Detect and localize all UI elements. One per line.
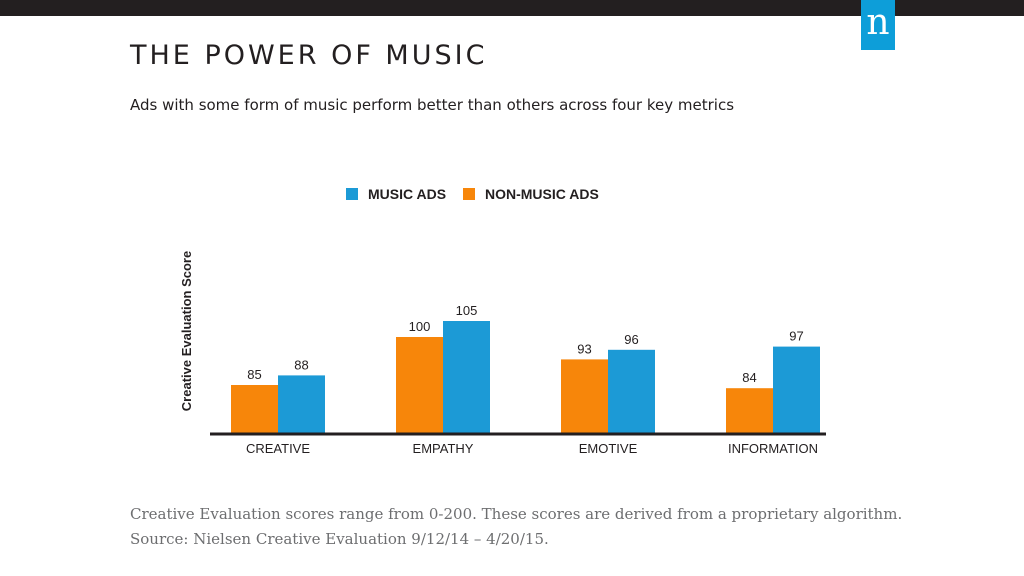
x-tick-label-emotive: EMOTIVE xyxy=(579,441,638,456)
bar-information-non-music xyxy=(726,388,773,433)
bar-emotive-music xyxy=(608,349,655,433)
page-title: THE POWER OF MUSIC xyxy=(130,40,488,71)
data-label-emotive-non-music: 93 xyxy=(577,341,591,356)
bar-empathy-music xyxy=(443,321,490,433)
legend-swatch-music xyxy=(346,188,358,200)
data-label-creative-music: 88 xyxy=(294,357,308,372)
footer-line-2: Source: Nielsen Creative Evaluation 9/12… xyxy=(130,530,549,548)
page-subtitle: Ads with some form of music perform bett… xyxy=(130,96,735,114)
bar-information-music xyxy=(773,346,820,433)
data-label-empathy-non-music: 100 xyxy=(409,319,431,334)
data-label-information-music: 97 xyxy=(789,329,803,344)
legend-label-music: MUSIC ADS xyxy=(368,186,446,202)
legend-swatch-non-music xyxy=(463,188,475,200)
x-tick-label-creative: CREATIVE xyxy=(246,441,310,456)
x-tick-label-information: INFORMATION xyxy=(728,441,818,456)
bar-emotive-non-music xyxy=(561,359,608,433)
bar-empathy-non-music xyxy=(396,337,443,433)
y-axis-label: Creative Evaluation Score xyxy=(179,251,194,411)
legend-label-non-music: NON-MUSIC ADS xyxy=(485,186,599,202)
data-label-information-non-music: 84 xyxy=(742,370,756,385)
x-tick-label-empathy: EMPATHY xyxy=(413,441,474,456)
footer-line-1: Creative Evaluation scores range from 0-… xyxy=(130,505,903,523)
data-label-empathy-music: 105 xyxy=(456,303,478,318)
footer-note: Creative Evaluation scores range from 0-… xyxy=(130,502,902,552)
nielsen-logo: n xyxy=(861,0,895,50)
top-bar xyxy=(0,0,1024,16)
data-label-emotive-music: 96 xyxy=(624,332,638,347)
bar-creative-non-music xyxy=(231,385,278,433)
bar-creative-music xyxy=(278,375,325,433)
data-label-creative-non-music: 85 xyxy=(247,367,261,382)
